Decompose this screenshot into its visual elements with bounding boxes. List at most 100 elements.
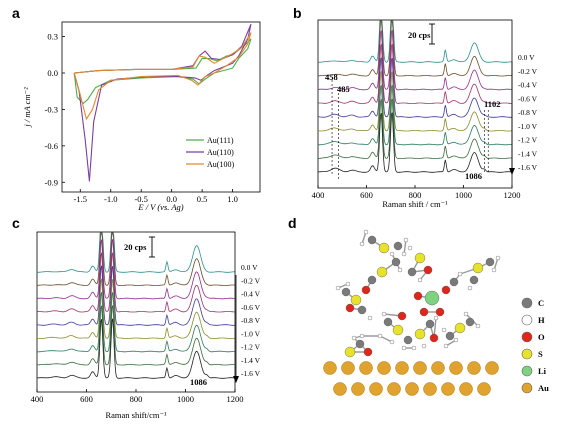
atom-o: [345, 303, 355, 313]
potential-label: -0.2 V: [241, 276, 261, 285]
panel-a-y-tick-label: 0.0: [47, 68, 58, 78]
atom-c: [383, 317, 393, 327]
atom-o: [361, 285, 371, 295]
atom-h: [335, 285, 341, 291]
potential-label: -0.6 V: [518, 94, 538, 103]
raman-spectrum: [36, 239, 235, 300]
atom-h: [421, 343, 427, 349]
atom-o: [441, 285, 451, 295]
legend-atom-label: S: [538, 349, 543, 359]
atom-au: [333, 382, 347, 396]
atom-au: [441, 382, 455, 396]
legend-atom-label: O: [538, 332, 545, 342]
atom-h: [397, 267, 403, 273]
panel-c-x-axis-label: Raman shift/cm⁻¹: [105, 410, 167, 420]
atom-c: [367, 235, 377, 245]
raman-spectrum: [37, 232, 235, 273]
potential-label: -1.0 V: [241, 329, 261, 338]
atom-au: [377, 361, 391, 375]
legend-label: Au(110): [207, 148, 234, 157]
potential-label: -0.4 V: [518, 81, 538, 90]
potential-label: -1.6 V: [518, 163, 538, 172]
raman-spectrum: [36, 278, 235, 339]
atom-h: [389, 339, 395, 345]
raman-spectrum: [318, 85, 512, 146]
atom-s: [414, 252, 426, 264]
panel-c-raman-plot: 400 600 800 1000 1200 0.0 V -0.2 V -0.4 V -0.6 …: [31, 231, 261, 420]
atom-h: [441, 327, 447, 333]
atom-s: [414, 328, 426, 340]
atom-s: [378, 242, 390, 254]
legend-atom-au: [521, 382, 533, 394]
molecule-atoms: [323, 229, 501, 396]
atom-s: [392, 324, 404, 336]
atom-au: [485, 361, 499, 375]
atom-au: [423, 382, 437, 396]
legend-atom-label: Li: [538, 366, 547, 376]
atom-au: [477, 382, 491, 396]
raman-x-tick-label: 400: [312, 190, 325, 200]
atom-h: [401, 251, 407, 257]
atom-h: [351, 335, 357, 341]
atom-o: [363, 347, 373, 357]
potential-arrow-head: [233, 376, 239, 383]
atom-h: [433, 315, 439, 321]
atom-c: [469, 275, 479, 285]
panel-b-axes-frame: [317, 19, 513, 189]
atom-h: [403, 237, 409, 243]
potential-label: -0.8 V: [241, 316, 261, 325]
raman-x-tick-label: 600: [80, 394, 93, 404]
cv-curve-au100: [73, 32, 252, 120]
panel-b-label: b: [293, 5, 302, 21]
atom-h: [407, 245, 413, 251]
legend-atom-s: [521, 348, 533, 360]
legend-atom-li: [521, 365, 533, 377]
atom-h: [463, 311, 469, 317]
panel-a-axes-frame: [61, 21, 261, 193]
raman-spectrum: [318, 20, 512, 63]
raman-x-tick-label: 1200: [504, 190, 521, 200]
panel-a-x-axis-label: E / V (vs. Ag): [137, 202, 183, 212]
raman-spectrum: [37, 232, 235, 286]
raman-spectrum: [36, 318, 235, 379]
panel-a-y-tick-label: 0.3: [47, 32, 58, 42]
atom-h: [495, 255, 501, 261]
raman-spectrum: [36, 305, 235, 366]
atom-o: [413, 291, 423, 301]
potential-label: -0.2 V: [518, 67, 538, 76]
raman-x-tick-label: 800: [130, 394, 143, 404]
peak-label-1086: 1086: [465, 171, 482, 181]
panel-a-x-tick-label: -1.5: [74, 194, 87, 204]
atom-s: [472, 262, 484, 274]
raman-spectrum: [317, 44, 512, 104]
atom-c: [355, 339, 365, 349]
scale-bar-label: 20 cps: [408, 30, 431, 40]
legend-label: Au(100): [207, 160, 234, 169]
legend-label: Au(111): [207, 136, 234, 145]
atom-c: [391, 257, 401, 267]
raman-x-tick-label: 600: [360, 190, 373, 200]
legend-atom-h: [521, 314, 533, 326]
atom-h: [377, 333, 383, 339]
scale-bar-label: 20 cps: [124, 242, 147, 252]
potential-label: -1.4 V: [518, 149, 538, 158]
atom-h: [345, 281, 351, 287]
panel-b-raman-plot: 400 600 800 1000 1200 0.0 V -0.2 V -0.4 V -0.6 …: [312, 19, 538, 209]
atom-h: [475, 323, 481, 329]
atom-c: [357, 305, 367, 315]
panel-a-label: a: [12, 5, 20, 21]
panel-a-x-tick-label: 0.0: [166, 194, 177, 204]
potential-label: -1.6 V: [241, 369, 261, 378]
raman-x-tick-label: 400: [31, 394, 44, 404]
atom-h: [417, 277, 423, 283]
atom-h: [359, 333, 365, 339]
legend-atom-o: [521, 331, 533, 343]
atom-au: [467, 361, 481, 375]
panel-d-label: d: [288, 215, 297, 231]
atom-c: [449, 277, 459, 287]
potential-label: -0.6 V: [241, 303, 261, 312]
raman-spectrum: [37, 265, 235, 326]
atom-h: [389, 251, 395, 257]
atom-c: [407, 267, 417, 277]
